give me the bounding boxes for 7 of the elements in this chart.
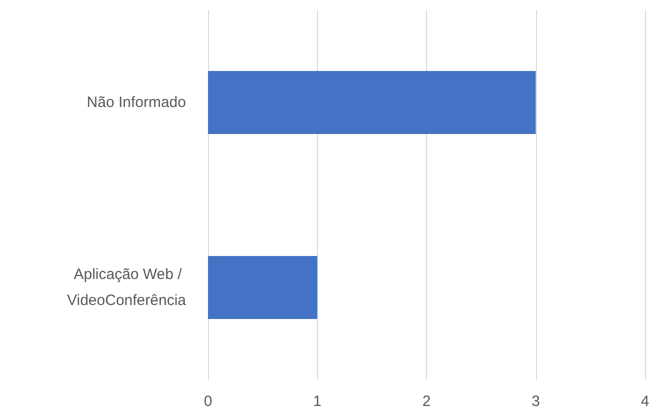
x-tick-label: 2 (422, 393, 431, 410)
x-tick-label: 3 (532, 393, 540, 410)
y-tick-label: Não Informado (86, 94, 186, 111)
x-tick-label: 0 (204, 393, 212, 410)
y-tick-label: Aplicação Web / VideoConferência (67, 266, 187, 309)
x-tick-label: 4 (640, 393, 650, 410)
x-tick-label: 1 (313, 393, 322, 410)
